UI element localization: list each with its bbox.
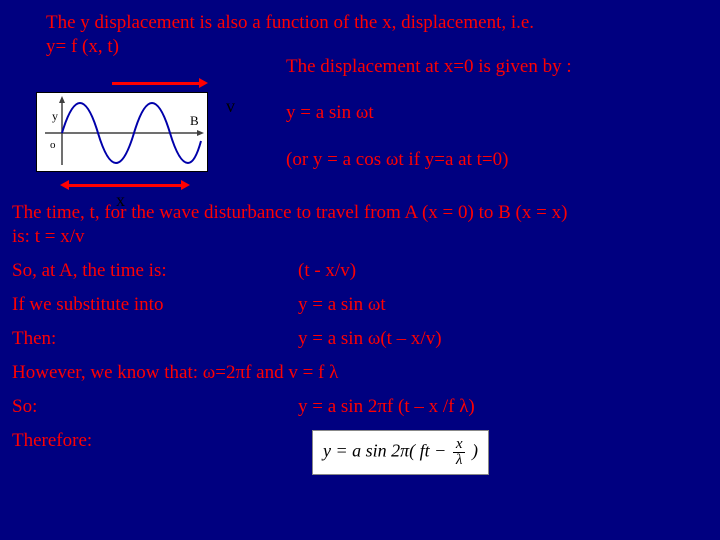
wave-box: y o B	[36, 92, 208, 172]
eq-cos: (or y = a cos ωt if y=a at t=0)	[286, 149, 508, 171]
therefore-label: Therefore:	[12, 430, 312, 475]
so-at-A-value: (t - x/v)	[298, 260, 356, 282]
so-at-A-label: So, at A, the time is:	[12, 260, 298, 282]
point-B-label: B	[190, 113, 199, 129]
wave-svg	[37, 93, 207, 171]
intro-line-1: The y displacement is also a function of…	[12, 12, 708, 34]
v-label: v	[226, 96, 235, 117]
so-value: y = a sin 2πf (t – x /f λ)	[298, 396, 475, 418]
substitute-value: y = a sin ωt	[298, 294, 386, 316]
x-label: x	[116, 190, 125, 211]
row-substitute: If we substitute into y = a sin ωt	[12, 292, 708, 318]
however-line: However, we know that: ω=2πf and v = f λ	[12, 362, 708, 384]
disp-x0: The displacement at x=0 is given by :	[286, 56, 572, 78]
wave-diagram: y o B v x	[36, 78, 226, 178]
substitute-label: If we substitute into	[12, 294, 298, 316]
v-arrow	[112, 78, 206, 88]
eq-mid: = a sin 2π( ft −	[331, 441, 451, 461]
y-axis-label: y	[52, 109, 58, 124]
row-then: Then: y = a sin ω(t – x/v)	[12, 326, 708, 352]
so-label: So:	[12, 396, 298, 418]
eq-close: )	[467, 441, 478, 461]
final-equation: y = a sin 2π( ft − xλ )	[312, 430, 489, 475]
x-arrow	[62, 180, 188, 190]
time-line-2: is: t = x/v	[12, 226, 708, 248]
then-label: Then:	[12, 328, 298, 350]
eq-sin: y = a sin ωt	[286, 102, 374, 124]
row-therefore: Therefore: y = a sin 2π( ft − xλ )	[12, 428, 708, 477]
row-so: So: y = a sin 2πf (t – x /f λ)	[12, 394, 708, 420]
eq-num: x	[453, 437, 466, 453]
then-value: y = a sin ω(t – x/v)	[298, 328, 442, 350]
final-equation-box: y = a sin 2π( ft − xλ )	[312, 430, 489, 475]
intro-line-2: y= f (x, t)	[12, 36, 708, 58]
row-so-at-A: So, at A, the time is: (t - x/v)	[12, 258, 708, 284]
origin-label: o	[50, 139, 56, 151]
eq-fraction: xλ	[453, 437, 466, 468]
eq-den: λ	[453, 453, 466, 468]
eq-lhs: y	[323, 441, 331, 461]
